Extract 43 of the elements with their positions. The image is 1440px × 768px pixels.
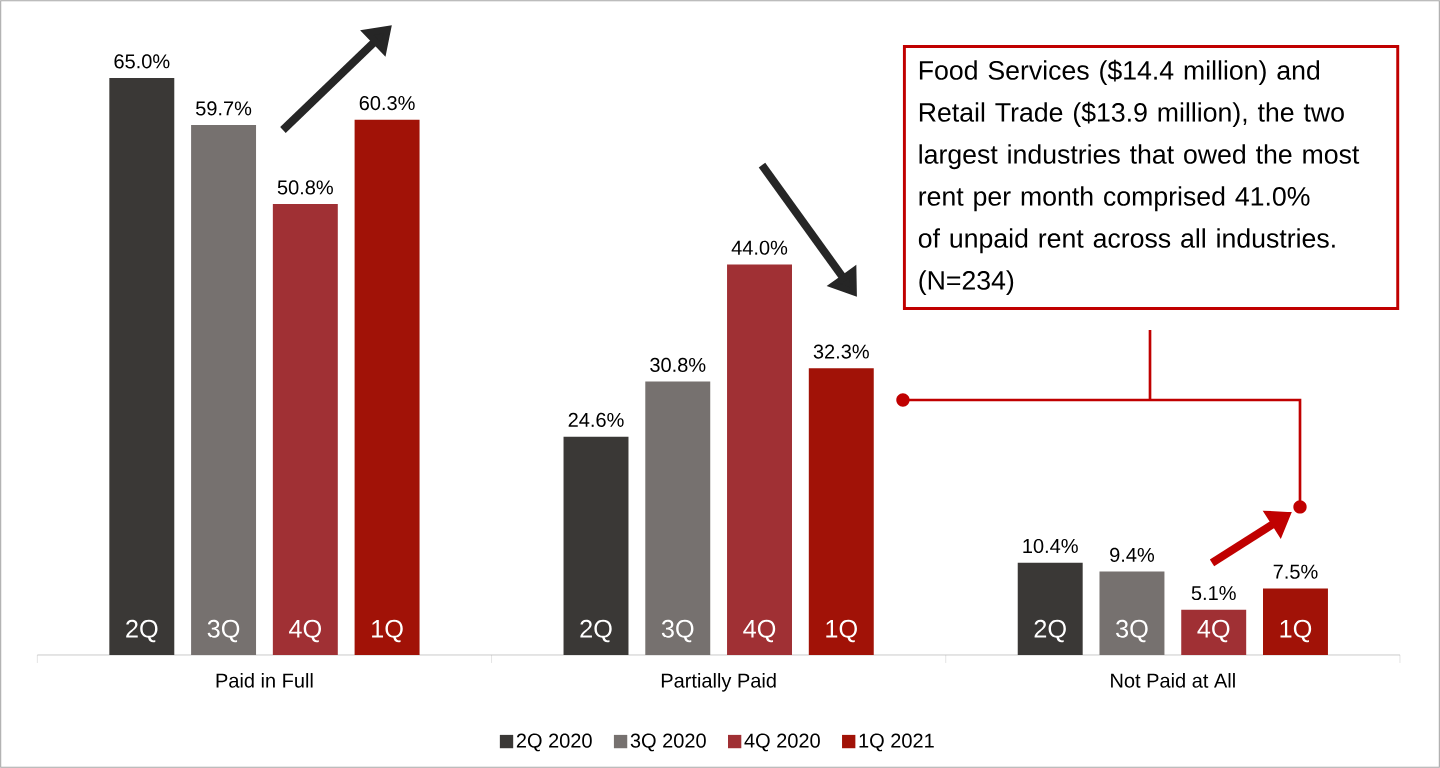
x-tick-label: Partially Paid xyxy=(661,673,776,692)
data-label: 9.4% xyxy=(1110,547,1155,562)
bar xyxy=(563,436,629,655)
bar xyxy=(1263,588,1328,655)
data-label: 59.7% xyxy=(196,101,252,116)
legend-label: 1Q 2021 xyxy=(859,733,934,752)
bar xyxy=(354,119,420,655)
annotation: Food Services ($14.4 million) and Retail Trade ($13.9 million), the two largest industries that owed the most rent per month comprised 41.0% of unpaid rent across all industries. (N=234) xyxy=(918,59,1360,296)
bar xyxy=(1181,609,1247,655)
annotation: 3Q xyxy=(207,619,240,643)
annotation: 2Q xyxy=(126,619,158,643)
data-label: 5.1% xyxy=(1191,586,1236,601)
bar xyxy=(808,368,874,655)
x-tick-label: Paid in Full xyxy=(216,673,313,688)
annotation: 1Q xyxy=(826,619,857,643)
data-label: 24.6% xyxy=(568,412,624,428)
annotation: 4Q xyxy=(1197,619,1230,643)
bar xyxy=(1017,562,1083,655)
annotation: 4Q xyxy=(289,619,321,643)
annotation: 4Q xyxy=(743,619,776,643)
data-label: 32.3% xyxy=(813,344,869,359)
annotation: 1Q xyxy=(372,619,403,643)
annotation: 3Q xyxy=(1116,619,1148,643)
annotation: 2Q xyxy=(1034,619,1066,643)
annotation: 3Q xyxy=(661,619,694,643)
data-label: 10.4% xyxy=(1023,538,1078,554)
legend-label: 3Q 2020 xyxy=(630,733,706,752)
bar xyxy=(191,125,257,655)
data-label: 30.8% xyxy=(650,357,706,372)
bar xyxy=(645,381,711,655)
legend-label: 4Q 2020 xyxy=(744,733,820,752)
annotation: 1Q xyxy=(1280,619,1312,643)
annotation: 2Q xyxy=(580,619,612,643)
bar xyxy=(272,204,338,655)
data-label: 65.0% xyxy=(114,54,170,69)
data-label: 44.0% xyxy=(731,240,788,255)
data-label: 60.3% xyxy=(359,95,415,111)
data-label: 50.8% xyxy=(277,180,333,195)
x-tick-label: Not Paid at All xyxy=(1111,673,1235,688)
legend-label: 2Q 2020 xyxy=(516,733,592,752)
bar xyxy=(1099,571,1165,655)
data-label: 7.5% xyxy=(1273,564,1318,579)
bar xyxy=(109,78,175,655)
